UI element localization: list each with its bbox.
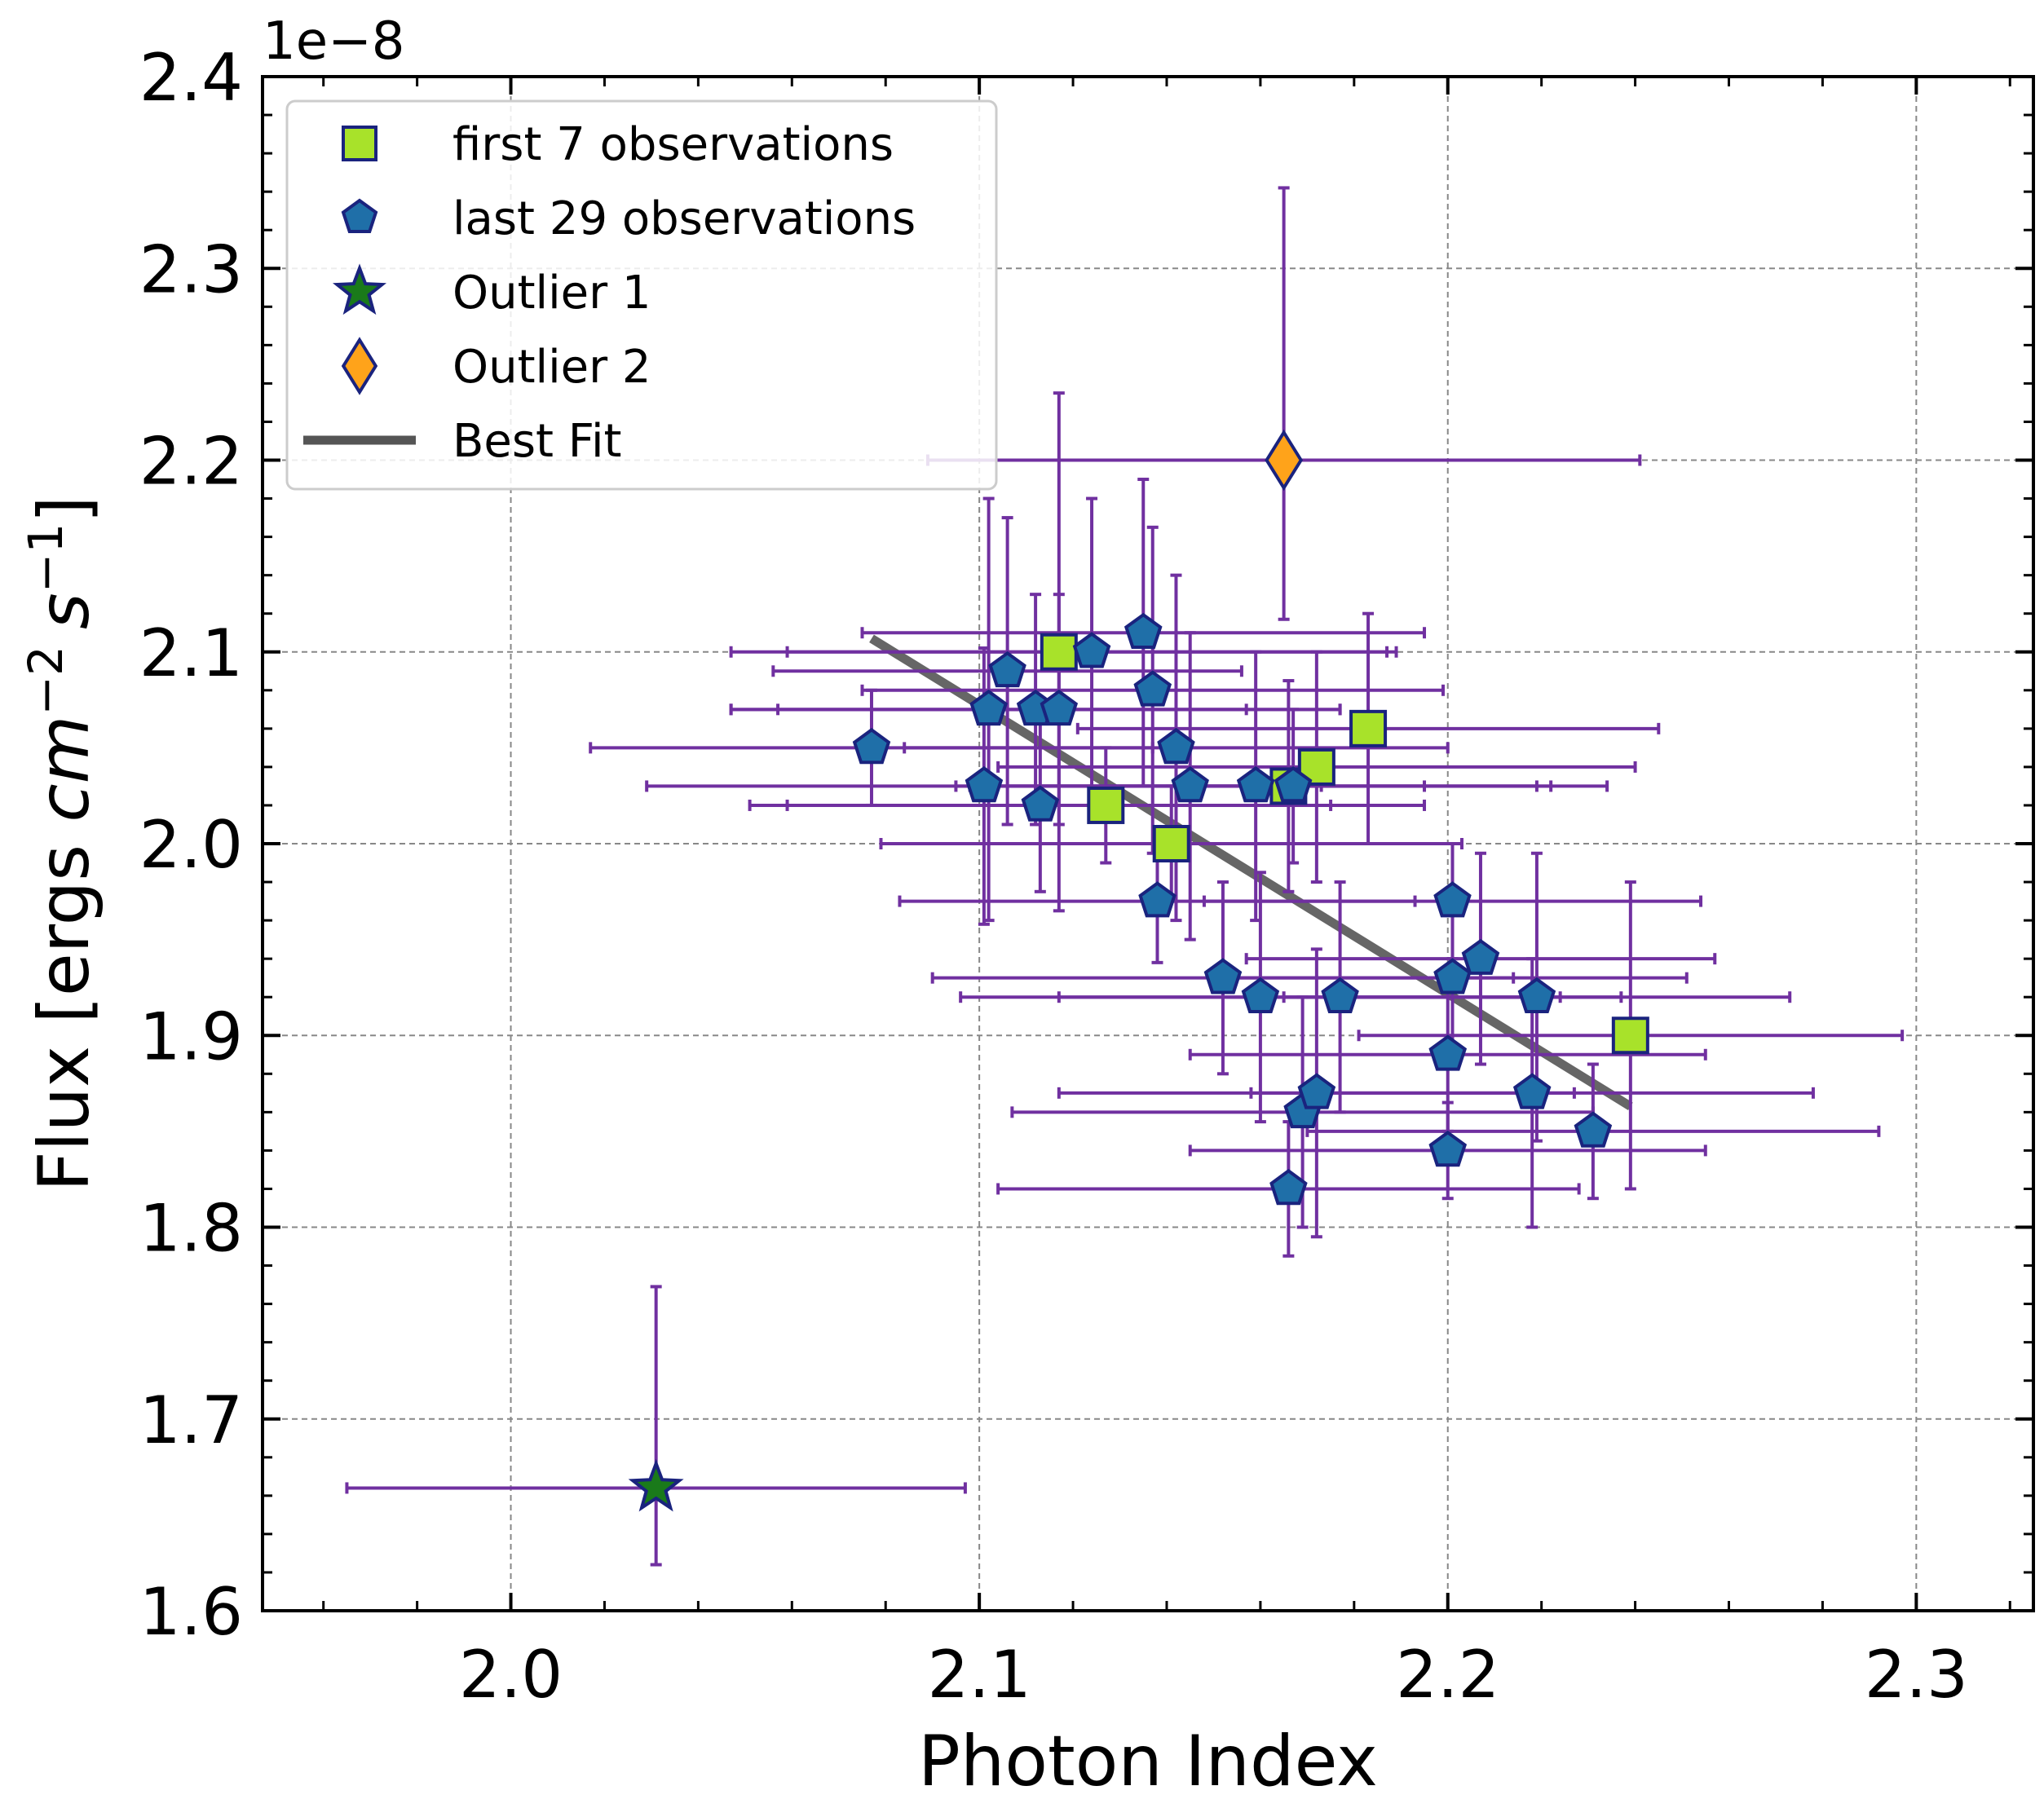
- point-pentagon: [1433, 958, 1472, 994]
- legend-label: last 29 observations: [453, 192, 916, 245]
- point-pentagon: [1157, 727, 1195, 765]
- y-offset-text: 1e−8: [263, 11, 404, 72]
- point-pentagon: [1512, 1073, 1552, 1109]
- point-pentagon: [988, 650, 1026, 688]
- ticks-layer: [263, 75, 2033, 1612]
- point-diamond: [1265, 429, 1304, 492]
- legend-marker-square: [342, 126, 377, 161]
- x-tick-labels: 2.0 2.1 2.2 2.3: [459, 1637, 1968, 1713]
- legend-label: Best Fit: [453, 415, 621, 468]
- point-pentagon: [1297, 1073, 1336, 1109]
- point-pentagon: [1428, 1130, 1468, 1167]
- x-tick-label: 2.0: [459, 1637, 563, 1713]
- point-square: [1349, 709, 1388, 747]
- point-pentagon: [969, 689, 1008, 726]
- legend-box: [285, 99, 998, 491]
- point-pentagon: [1517, 977, 1556, 1013]
- point-pentagon: [1040, 689, 1079, 726]
- y-tick-label: 2.0: [139, 807, 243, 883]
- legend-label: Outlier 1: [453, 267, 651, 320]
- x-tick-label: 2.3: [1865, 1637, 1968, 1713]
- point-square: [1087, 786, 1125, 824]
- y-tick-label: 2.2: [139, 424, 243, 500]
- y-tick-label: 2.1: [139, 615, 243, 691]
- point-pentagon: [1274, 765, 1313, 803]
- y-tick-label: 1.7: [139, 1382, 243, 1458]
- point-pentagon: [1124, 612, 1163, 649]
- point-pentagon: [1133, 670, 1172, 707]
- y-tick-label: 2.4: [139, 40, 243, 116]
- x-tick-label: 2.1: [928, 1637, 1031, 1713]
- point-square: [1152, 825, 1190, 862]
- markers-layer: [628, 429, 1649, 1512]
- y-tick-label: 1.9: [139, 999, 243, 1074]
- legend-marker-diamond: [341, 337, 378, 395]
- y-tick-label: 2.3: [139, 232, 243, 307]
- point-pentagon: [1574, 1111, 1613, 1148]
- point-pentagon: [1461, 938, 1500, 975]
- point-pentagon: [1428, 1034, 1468, 1071]
- point-star: [628, 1458, 684, 1512]
- legend-label: Outlier 2: [453, 341, 651, 394]
- legend-marker-pentagon: [341, 198, 378, 233]
- y-tick-label: 1.8: [139, 1191, 243, 1267]
- point-pentagon: [1321, 977, 1359, 1013]
- point-pentagon: [965, 765, 1004, 803]
- point-pentagon: [1269, 1168, 1308, 1206]
- point-pentagon: [852, 727, 891, 765]
- y-tick-label: 1.6: [139, 1574, 243, 1650]
- y-tick-labels: 1.6 1.7 1.8 1.9 2.0 2.1 2.2 2.3 2.4: [139, 40, 243, 1650]
- x-tick-label: 2.2: [1396, 1637, 1499, 1713]
- errorbar: [345, 1285, 967, 1567]
- errorbar: [925, 186, 1642, 621]
- point-pentagon: [1072, 632, 1111, 668]
- point-pentagon: [1236, 765, 1275, 803]
- point-pentagon: [1138, 881, 1177, 918]
- point-square: [1611, 1016, 1649, 1055]
- point-pentagon: [1171, 765, 1209, 803]
- legend-label: first 7 observations: [453, 118, 894, 171]
- x-axis-label: Photon Index: [918, 1721, 1378, 1802]
- point-pentagon: [1021, 785, 1060, 822]
- point-pentagon: [1241, 977, 1280, 1013]
- point-pentagon: [1203, 958, 1243, 994]
- legend: first 7 observations last 29 observations…: [285, 99, 998, 491]
- point-square: [1040, 633, 1078, 671]
- y-axis-label: Flux [ergs cm−2s−1]: [18, 496, 105, 1192]
- point-pentagon: [1433, 881, 1472, 918]
- legend-marker-star: [332, 263, 387, 315]
